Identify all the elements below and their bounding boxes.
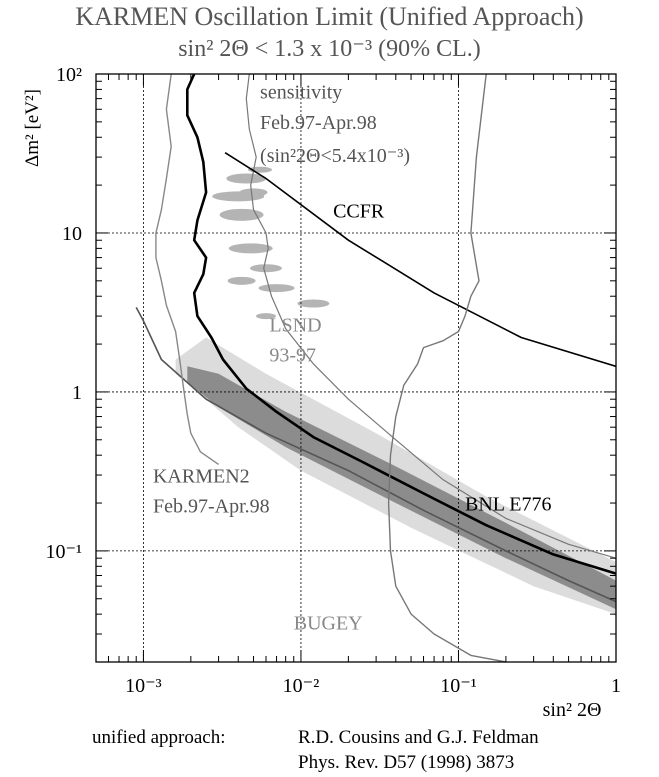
lsnd-island [258, 284, 295, 293]
grid-lines [96, 74, 616, 662]
lsnd-island [227, 276, 256, 285]
plot-frame [95, 73, 617, 663]
y-tick-label: 10 [62, 223, 82, 245]
annotation-label: CCFR [333, 201, 385, 223]
lsnd-island [255, 313, 276, 320]
x-axis-label: sin² 2Θ [543, 699, 602, 721]
annotation-label: Feb.97-Apr.98 [153, 495, 270, 517]
annotation-label: BNL E776 [465, 493, 551, 515]
annotation-label: sensitivity [260, 82, 342, 104]
annotation-label: 93-97 [269, 345, 316, 367]
footer-reference-authors: R.D. Cousins and G.J. Feldman [298, 727, 539, 748]
chart-subtitle: sin² 2Θ < 1.3 x 10⁻³ (90% CL.) [178, 36, 481, 62]
series-ccfr [224, 152, 616, 368]
lsnd-island [297, 299, 330, 308]
series-karmen2 [186, 74, 616, 575]
annotation-label: LSND [269, 314, 321, 336]
annotation-label: Feb.97-Apr.98 [260, 112, 377, 134]
series-bnl-e776 [135, 307, 616, 603]
lsnd-island [219, 208, 264, 221]
y-axis-label: Δm² [eV²] [22, 89, 43, 167]
x-tick-label: 10⁻³ [125, 675, 162, 697]
lsnd-island [239, 188, 268, 197]
lsnd-island [249, 264, 282, 273]
footer-label: unified approach: [92, 727, 226, 748]
lsnd-99cl-band [187, 366, 616, 610]
y-tick-label: 10⁻¹ [45, 541, 82, 563]
footer-reference-journal: Phys. Rev. D57 (1998) 3873 [298, 752, 515, 773]
axis-ticks: 10⁻³ 10⁻² 10⁻¹ 1 10⁻¹ 1 10 10² [45, 64, 621, 697]
lsnd-island [226, 173, 267, 184]
annotation-label: (sin²2Θ<5.4x10⁻³) [260, 145, 410, 167]
x-tick-label: 1 [611, 675, 621, 697]
series-bugey [387, 74, 507, 662]
axis-labels: sin² 2Θ Δm² [eV²] [22, 89, 601, 721]
x-tick-label: 10⁻² [283, 675, 320, 697]
series-karmen2-sensitivity [245, 74, 616, 559]
y-tick-label: 10² [56, 64, 82, 86]
exclusion-curves [135, 74, 616, 662]
y-tick-label: 1 [72, 382, 82, 404]
lsnd-allowed-regions [175, 166, 616, 615]
x-tick-label: 10⁻¹ [440, 675, 477, 697]
annotation-label: KARMEN2 [153, 465, 250, 487]
annotations: sensitivity Feb.97-Apr.98 (sin²2Θ<5.4x10⁻³… [153, 82, 551, 635]
series-left-boundary [155, 74, 219, 465]
lsnd-island [228, 243, 273, 254]
annotation-label: BUGEY [294, 613, 363, 635]
chart-title: KARMEN Oscillation Limit (Unified Approa… [75, 2, 584, 31]
